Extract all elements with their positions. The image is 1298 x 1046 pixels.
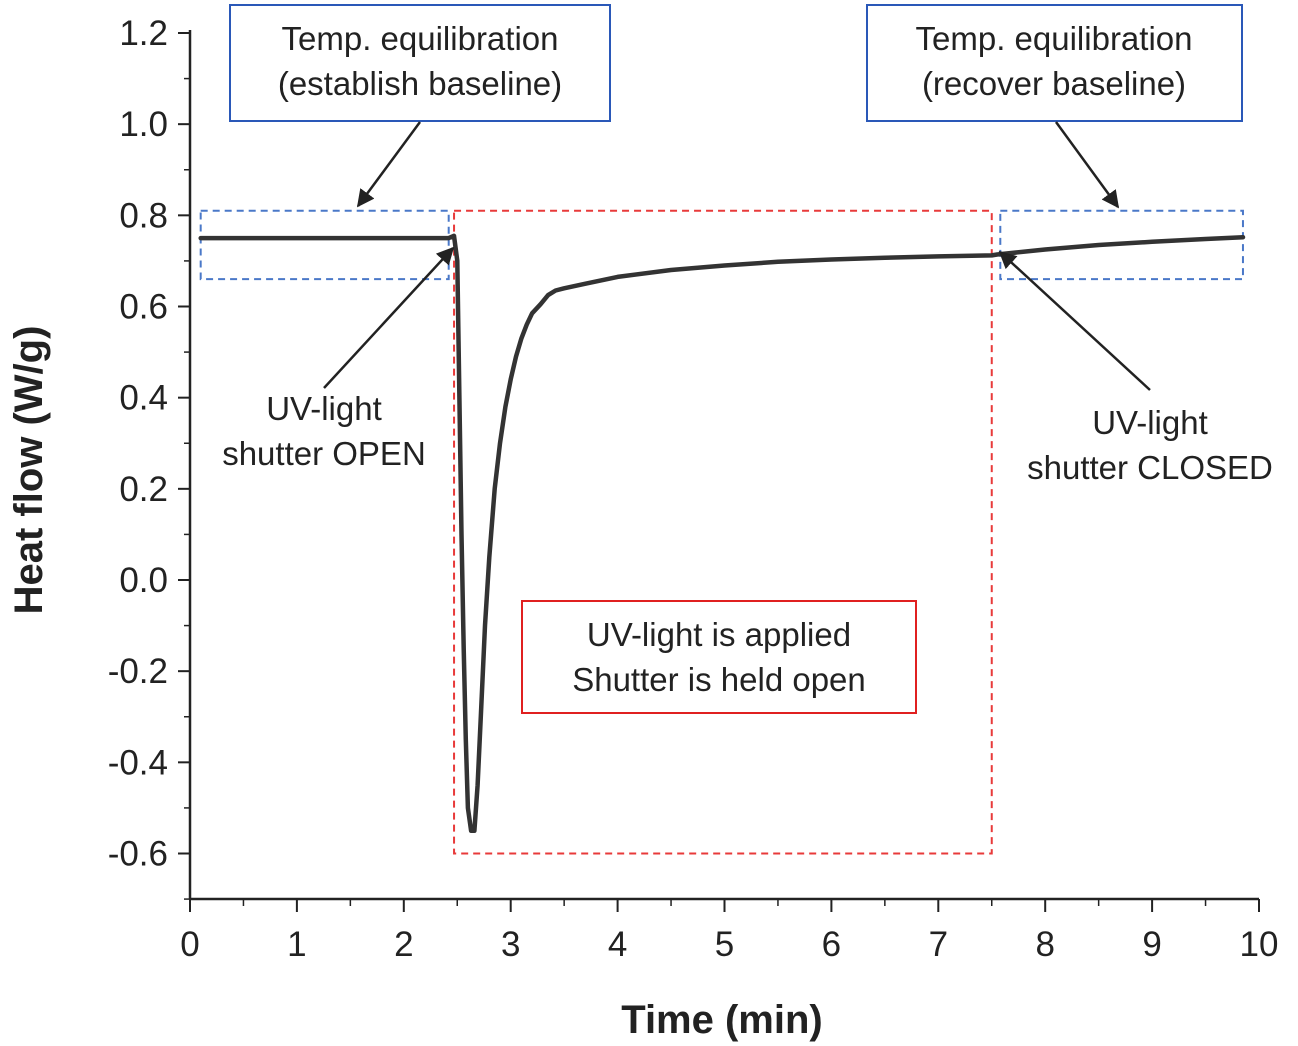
annotation-text: Temp. equilibration (916, 20, 1193, 57)
annotation-text: UV-light is applied (587, 616, 851, 653)
annotation-text: shutter OPEN (222, 435, 426, 472)
x-tick-label: 9 (1142, 925, 1161, 964)
y-ticks: 1.2 1.0 0.8 0.6 0.4 0.2 0.0 -0.2 -0.4 -0.6 (108, 14, 190, 900)
annotation-arrow (356, 121, 422, 208)
x-tick-label: 4 (608, 925, 627, 964)
y-tick-label: 1.0 (119, 105, 168, 144)
region-uv-applied (453, 209, 993, 855)
annotation-uv-applied: UV-light is applied Shutter is held open (521, 600, 917, 714)
annotation-text: UV-light (266, 390, 382, 427)
y-tick-label: 0.4 (119, 379, 168, 418)
y-tick-label: -0.4 (108, 743, 168, 782)
highlight-regions (199, 209, 1244, 855)
annotation-text: shutter CLOSED (1027, 449, 1273, 486)
annotation-text: Temp. equilibration (282, 20, 559, 57)
y-tick-label: 1.2 (119, 14, 168, 53)
y-tick-label: 0.0 (119, 561, 168, 600)
y-tick-label: 0.2 (119, 470, 168, 509)
annotation-shutter-open: UV-light shutter OPEN (200, 246, 455, 483)
annotation-text: UV-light (1092, 404, 1208, 441)
annotation-arrow (323, 246, 455, 389)
annotation-box-recover (866, 4, 1243, 122)
y-tick-label: 0.6 (119, 288, 168, 327)
series-group (198, 233, 1246, 833)
x-tick-label: 0 (180, 925, 199, 964)
annotation-bg (200, 383, 448, 483)
y-tick-label: 0.8 (119, 196, 168, 235)
annotation-box-establish (229, 4, 611, 122)
annotation-text: (recover baseline) (922, 65, 1186, 102)
x-tick-label: 7 (929, 925, 948, 964)
annotation-bg (1005, 400, 1295, 500)
x-axis-title: Time (min) (621, 998, 823, 1042)
y-tick-label: -0.2 (108, 652, 168, 691)
x-tick-label: 10 (1240, 925, 1279, 964)
x-tick-label: 2 (394, 925, 413, 964)
annotation-arrow (998, 250, 1151, 391)
annotation-text: (establish baseline) (278, 65, 562, 102)
annotation-recover-baseline: Temp. equilibration (recover baseline) (866, 4, 1243, 209)
x-ticks: 0 1 2 3 4 5 6 7 8 9 10 (180, 899, 1278, 964)
region-baseline-start (199, 209, 450, 281)
annotation-establish-baseline: Temp. equilibration (establish baseline) (229, 4, 611, 208)
x-tick-label: 8 (1035, 925, 1054, 964)
region-baseline-end (999, 209, 1244, 281)
x-tick-label: 1 (287, 925, 306, 964)
x-tick-label: 5 (715, 925, 734, 964)
annotation-shutter-closed: UV-light shutter CLOSED (998, 250, 1295, 500)
y-tick-label: -0.6 (108, 835, 168, 874)
annotation-text: Shutter is held open (572, 661, 866, 698)
annotation-arrow (1054, 121, 1120, 209)
annotation-box-uv (521, 600, 917, 714)
series-line-0 (198, 233, 1246, 833)
x-tick-label: 6 (822, 925, 841, 964)
x-tick-label: 3 (501, 925, 520, 964)
y-axis-title: Heat flow (W/g) (7, 326, 51, 615)
